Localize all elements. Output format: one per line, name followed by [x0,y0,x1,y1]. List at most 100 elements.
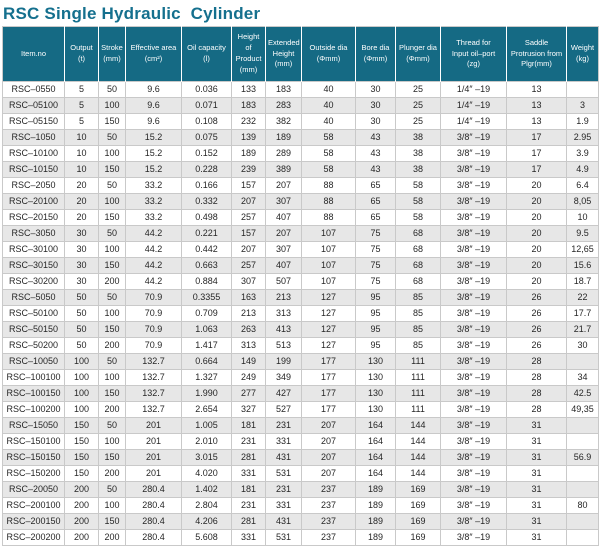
value-cell: 150 [64,417,99,434]
value-cell: 331 [231,529,266,546]
value-cell: 130 [355,385,396,402]
value-cell: 1/4″ –19 [440,81,507,98]
value-cell: 0.709 [181,305,232,322]
value-cell: 10 [64,145,99,162]
value-cell: 513 [265,337,302,354]
value-cell: 107 [301,241,356,258]
value-cell: 88 [301,209,356,226]
value-cell: 0.663 [181,257,232,274]
value-cell: 111 [395,385,441,402]
value-cell: 531 [265,465,302,482]
item-no-cell: RSC–50200 [2,337,65,354]
value-cell: 3/8″ –19 [440,337,507,354]
value-cell: 107 [301,273,356,290]
table-row: RSC–10050 100 50 132.7 0.664 149 199 177 130 111 3… [2,353,599,370]
value-cell: 4.9 [566,161,599,178]
table-row: RSC–20100 20 100 33.2 0.332 207 307 88 65 58 3/8″ … [2,193,599,210]
value-cell: 207 [231,241,266,258]
value-cell: 289 [265,145,302,162]
value-cell: 207 [301,449,356,466]
value-cell: 150 [98,321,126,338]
value-cell: 20 [64,177,99,194]
value-cell: 50 [98,289,126,306]
value-cell: 313 [265,305,302,322]
value-cell: 70.9 [125,321,182,338]
value-cell: 65 [355,193,396,210]
value-cell: 213 [265,289,302,306]
value-cell: 58 [395,209,441,226]
value-cell: 58 [301,145,356,162]
value-cell: 3/8″ –19 [440,529,507,546]
value-cell: 18.7 [566,273,599,290]
value-cell: 3/8″ –19 [440,353,507,370]
value-cell: 213 [231,305,266,322]
value-cell: 231 [231,433,266,450]
value-cell: 38 [395,161,441,178]
value-cell: 50 [98,481,126,498]
value-cell: 280.4 [125,529,182,546]
value-cell: 58 [301,161,356,178]
value-cell: 232 [231,113,266,130]
value-cell: 144 [395,465,441,482]
value-cell: 100 [64,369,99,386]
value-cell: 189 [355,481,396,498]
table-row: RSC–200100 200 100 280.4 2.804 231 331 237 189 16… [2,497,599,514]
value-cell: 10 [566,209,599,226]
table-row: RSC–30100 30 100 44.2 0.442 207 307 107 75 68 3/8″… [2,241,599,258]
value-cell: 0.108 [181,113,232,130]
value-cell: 31 [506,481,567,498]
value-cell: 3/8″ –19 [440,193,507,210]
item-no-cell: RSC–200150 [2,513,65,530]
value-cell: 150 [98,209,126,226]
value-cell: 150 [98,513,126,530]
value-cell: 189 [265,129,302,146]
value-cell: 20 [506,193,567,210]
value-cell: 30 [64,225,99,242]
value-cell: 2.010 [181,433,232,450]
value-cell: 0.228 [181,161,232,178]
value-cell: 150 [64,433,99,450]
value-cell: 0.071 [181,97,232,114]
value-cell: 17 [506,129,567,146]
value-cell: 150 [98,449,126,466]
value-cell: 13 [506,81,567,98]
value-cell: 5 [64,81,99,98]
item-no-cell: RSC–1050 [2,129,65,146]
value-cell: 3/8″ –19 [440,369,507,386]
value-cell: 68 [395,225,441,242]
item-no-cell: RSC–100150 [2,385,65,402]
value-cell: 3/8″ –19 [440,385,507,402]
value-cell: 431 [265,513,302,530]
value-cell: 307 [265,241,302,258]
value-cell: 75 [355,273,396,290]
value-cell: 25 [395,97,441,114]
value-cell: 31 [506,449,567,466]
value-cell: 407 [265,257,302,274]
item-no-cell: RSC–15050 [2,417,65,434]
value-cell: 13 [506,113,567,130]
value-cell: 65 [355,209,396,226]
value-cell: 40 [301,81,356,98]
value-cell: 26 [506,305,567,322]
table-row: RSC–200150 200 150 280.4 4.206 281 431 237 189 16… [2,513,599,530]
value-cell: 0.884 [181,273,232,290]
item-no-cell: RSC–150150 [2,449,65,466]
value-cell: 149 [231,353,266,370]
value-cell: 30 [355,97,396,114]
item-no-cell: RSC–30100 [2,241,65,258]
value-cell: 50 [98,129,126,146]
value-cell: 25 [395,113,441,130]
value-cell: 280.4 [125,481,182,498]
value-cell: 1.9 [566,113,599,130]
value-cell: 65 [355,177,396,194]
value-cell: 413 [265,321,302,338]
table-row: RSC–1050 10 50 15.2 0.075 139 189 58 43 38 3/8″ –1… [2,129,599,146]
value-cell: 85 [395,289,441,306]
column-header: Height of Product (mm) [231,26,266,82]
item-no-cell: RSC–20150 [2,209,65,226]
value-cell: 49,35 [566,401,599,418]
item-no-cell: RSC–3050 [2,225,65,242]
value-cell: 207 [265,177,302,194]
value-cell: 100 [64,401,99,418]
value-cell: 139 [231,129,266,146]
